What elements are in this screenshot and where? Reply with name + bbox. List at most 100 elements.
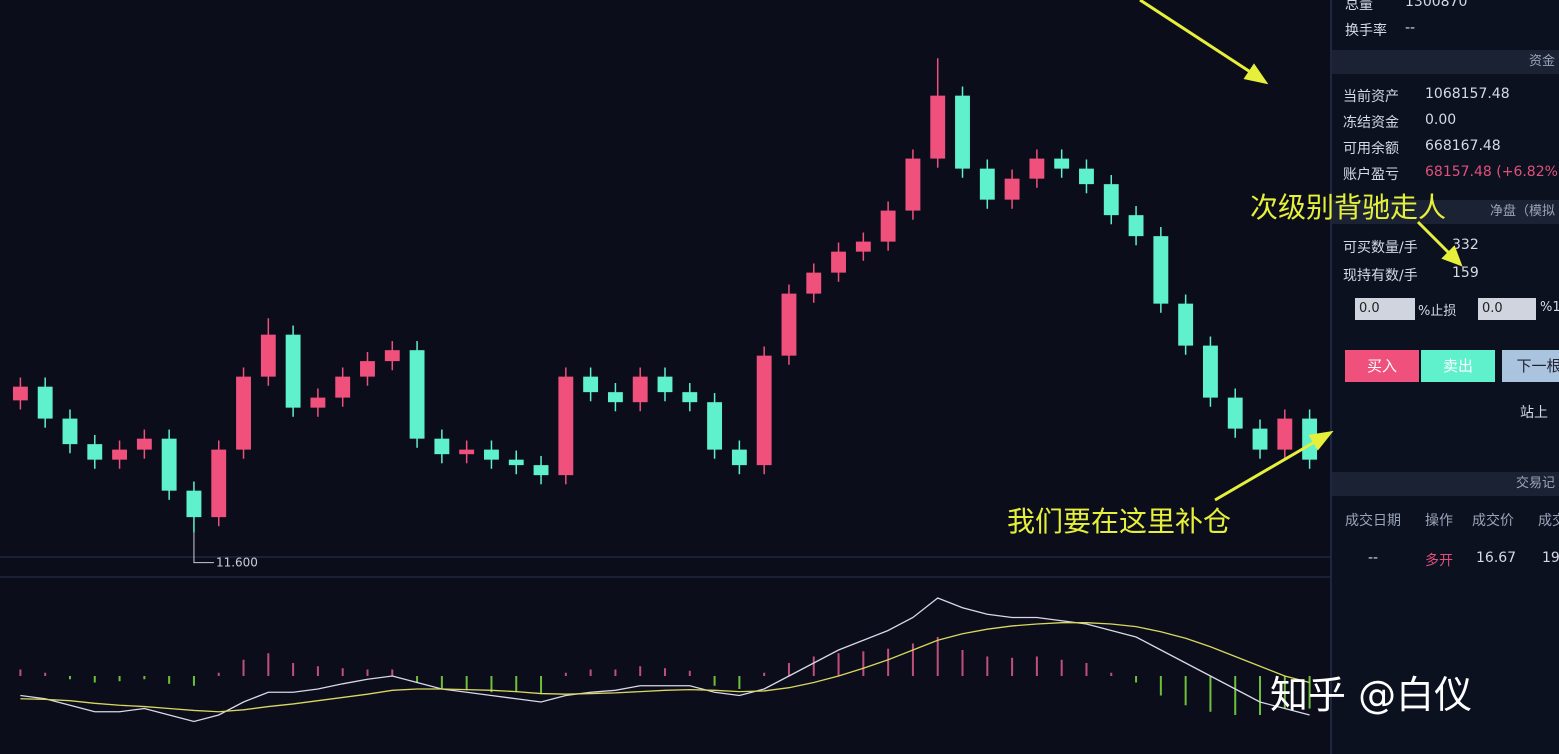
candle-body	[1153, 236, 1169, 304]
input[interactable]: 0.0	[1355, 298, 1415, 320]
label: 可买数量/手	[1343, 240, 1418, 256]
buy-button[interactable]: 买入	[1345, 350, 1419, 382]
candle-body	[12, 386, 28, 401]
macd-bar	[341, 668, 344, 676]
candle-body	[37, 386, 53, 419]
macd-bar	[217, 672, 220, 676]
candle-body	[607, 392, 623, 403]
macd-bar	[763, 672, 766, 676]
macd-bar	[1159, 676, 1162, 696]
candle-body	[409, 350, 425, 439]
macd-bar	[713, 676, 716, 686]
section-header: 交易记	[1332, 472, 1559, 496]
candle-body	[260, 334, 276, 377]
macd-bar	[911, 643, 914, 676]
candle-body	[508, 459, 524, 466]
dif-line	[20, 597, 1310, 723]
candle-body	[335, 376, 351, 398]
candle-body	[731, 449, 747, 466]
watermark: 知乎 @白仪	[1270, 673, 1473, 717]
macd-bar	[837, 653, 840, 676]
candle-body	[285, 334, 301, 408]
candle-body	[484, 449, 499, 460]
annotation: 次级别背驰走人	[1250, 191, 1447, 224]
macd-bar	[44, 672, 47, 676]
macd-bar	[986, 656, 989, 676]
macd-bar	[242, 659, 245, 676]
candle-body	[1178, 303, 1194, 346]
macd-bar	[787, 663, 790, 676]
macd-bar	[887, 648, 890, 676]
macd-bar	[1184, 676, 1187, 706]
candle-body	[583, 376, 599, 393]
low-label: 11.600	[216, 556, 258, 570]
candle-body	[979, 168, 995, 200]
macd-bar	[1209, 676, 1212, 712]
section-header: 资金	[1332, 50, 1559, 74]
candle-body	[1079, 168, 1094, 185]
annotation: 我们要在这里补仓	[1007, 505, 1232, 538]
column-header: 操作	[1425, 513, 1453, 529]
macd-bar	[1308, 676, 1311, 709]
label: 换手率	[1345, 23, 1387, 39]
macd-bar	[68, 676, 71, 680]
macd-bar	[564, 672, 567, 676]
low-marker	[193, 532, 214, 564]
candle-body	[434, 438, 450, 455]
next-button[interactable]: 下一根	[1502, 350, 1559, 382]
macd-bar	[118, 676, 121, 682]
candle-body	[136, 438, 152, 450]
candle-body	[855, 241, 871, 252]
candle-body	[1252, 428, 1268, 450]
macd-bar	[862, 651, 865, 676]
macd-bar	[688, 670, 691, 676]
value: 1068157.48	[1425, 86, 1510, 102]
label: 可用余额	[1343, 141, 1399, 157]
candle-body	[1277, 418, 1293, 450]
macd-bar	[961, 650, 964, 676]
macd-bar	[391, 669, 394, 676]
macd-bar	[292, 663, 295, 676]
cell: 19	[1542, 550, 1559, 566]
macd-bar	[366, 669, 369, 676]
candle-body	[657, 376, 673, 393]
macd-bar	[1283, 676, 1286, 709]
macd-bar	[192, 676, 195, 686]
cell: 多开	[1425, 553, 1453, 569]
input[interactable]: 0.0	[1478, 298, 1536, 320]
macd-bar	[490, 676, 493, 693]
column-header: 成交日期	[1345, 513, 1401, 529]
column-header: 成交	[1538, 513, 1559, 529]
column-header: 成交价	[1472, 513, 1514, 529]
label: 当前资产	[1343, 89, 1399, 105]
label: %1	[1540, 300, 1559, 315]
value: 668167.48	[1425, 138, 1501, 154]
candle-body	[806, 272, 822, 294]
candle-body	[112, 449, 128, 460]
candle-body	[707, 402, 723, 450]
macd-bar	[1085, 663, 1088, 676]
macd-bar	[93, 676, 96, 683]
macd-bar	[1035, 656, 1038, 676]
value: 0.00	[1425, 112, 1457, 128]
candle-body	[161, 438, 177, 491]
candle-body	[186, 490, 202, 518]
macd-bar	[440, 676, 443, 689]
macd-bar	[1135, 676, 1138, 683]
value: 68157.48 (+6.82%)	[1425, 164, 1559, 180]
candle-body	[682, 392, 698, 403]
macd-bar	[812, 656, 815, 676]
macd-bar	[1060, 659, 1063, 676]
value: 1300870	[1405, 0, 1468, 10]
macd-bar	[465, 676, 468, 691]
macd-bar	[936, 637, 939, 676]
section-header: 净盘（模拟	[1332, 200, 1559, 224]
candle-body	[62, 418, 78, 445]
macd-bar	[1110, 672, 1113, 676]
value: 159	[1452, 265, 1479, 281]
candle-body	[533, 465, 549, 476]
candle-body	[1103, 184, 1119, 216]
macd-bar	[1011, 657, 1014, 676]
sell-button[interactable]: 卖出	[1421, 350, 1495, 382]
